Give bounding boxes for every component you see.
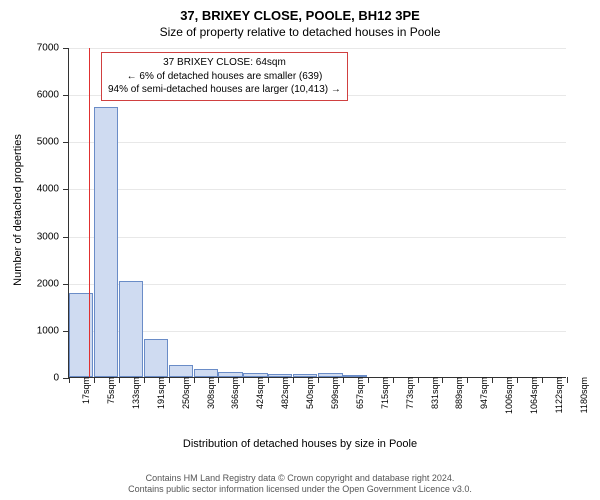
x-tick-label: 17sqm bbox=[73, 377, 91, 404]
histogram-bar bbox=[169, 365, 193, 377]
y-tick-label: 3000 bbox=[37, 231, 69, 242]
x-tick-label: 1006sqm bbox=[496, 377, 514, 414]
marker-line bbox=[89, 48, 90, 377]
annotation-line: 37 BRIXEY CLOSE: 64sqm bbox=[108, 56, 341, 70]
y-tick-label: 2000 bbox=[37, 278, 69, 289]
x-tick-label: 424sqm bbox=[247, 377, 265, 409]
x-tick bbox=[268, 377, 269, 383]
x-tick-label: 773sqm bbox=[397, 377, 415, 409]
y-tick-label: 5000 bbox=[37, 137, 69, 148]
title-sub: Size of property relative to detached ho… bbox=[0, 23, 600, 39]
gridline bbox=[69, 237, 566, 238]
footer-line-1: Contains HM Land Registry data © Crown c… bbox=[0, 473, 600, 485]
x-tick bbox=[393, 377, 394, 383]
x-tick bbox=[492, 377, 493, 383]
histogram-bar bbox=[144, 339, 168, 377]
x-tick bbox=[517, 377, 518, 383]
y-tick-label: 7000 bbox=[37, 43, 69, 54]
y-tick-label: 0 bbox=[53, 373, 69, 384]
gridline bbox=[69, 142, 566, 143]
y-axis-label: Number of detached properties bbox=[12, 134, 24, 286]
x-tick-label: 1064sqm bbox=[521, 377, 539, 414]
x-tick bbox=[243, 377, 244, 383]
gridline bbox=[69, 189, 566, 190]
annotation-box: 37 BRIXEY CLOSE: 64sqm← 6% of detached h… bbox=[101, 52, 348, 101]
annotation-line: 94% of semi-detached houses are larger (… bbox=[108, 83, 341, 97]
title-main: 37, BRIXEY CLOSE, POOLE, BH12 3PE bbox=[0, 0, 600, 23]
x-tick-label: 1122sqm bbox=[546, 377, 564, 413]
gridline bbox=[69, 48, 566, 49]
x-tick-label: 133sqm bbox=[123, 377, 141, 409]
y-tick-label: 6000 bbox=[37, 90, 69, 101]
x-tick bbox=[218, 377, 219, 383]
x-tick bbox=[293, 377, 294, 383]
y-tick-label: 4000 bbox=[37, 184, 69, 195]
gridline bbox=[69, 284, 566, 285]
x-tick-label: 75sqm bbox=[98, 377, 116, 404]
x-tick bbox=[94, 377, 95, 383]
x-tick bbox=[69, 377, 70, 383]
x-tick bbox=[343, 377, 344, 383]
x-tick bbox=[442, 377, 443, 383]
histogram-bar bbox=[119, 281, 143, 377]
x-tick bbox=[194, 377, 195, 383]
x-tick bbox=[169, 377, 170, 383]
x-tick-label: 1180sqm bbox=[571, 377, 589, 413]
x-tick-label: 482sqm bbox=[272, 377, 290, 409]
x-tick-label: 599sqm bbox=[322, 377, 340, 409]
footer: Contains HM Land Registry data © Crown c… bbox=[0, 473, 600, 496]
footer-line-2: Contains public sector information licen… bbox=[0, 484, 600, 496]
gridline bbox=[69, 331, 566, 332]
plot-area: 0100020003000400050006000700017sqm75sqm1… bbox=[68, 48, 566, 378]
x-tick-label: 657sqm bbox=[347, 377, 365, 409]
annotation-line: ← 6% of detached houses are smaller (639… bbox=[108, 70, 341, 84]
y-tick-label: 1000 bbox=[37, 325, 69, 336]
x-tick-label: 947sqm bbox=[471, 377, 489, 409]
x-tick-label: 831sqm bbox=[422, 377, 440, 409]
x-tick bbox=[567, 377, 568, 383]
histogram-bar bbox=[194, 369, 218, 377]
x-tick-label: 191sqm bbox=[148, 377, 166, 409]
histogram-bar bbox=[94, 107, 118, 377]
x-tick-label: 715sqm bbox=[372, 377, 390, 409]
x-tick bbox=[418, 377, 419, 383]
chart-area: 0100020003000400050006000700017sqm75sqm1… bbox=[68, 48, 566, 378]
x-tick-label: 250sqm bbox=[173, 377, 191, 409]
x-tick bbox=[542, 377, 543, 383]
x-tick bbox=[467, 377, 468, 383]
x-axis-label: Distribution of detached houses by size … bbox=[0, 438, 600, 450]
x-tick-label: 540sqm bbox=[297, 377, 315, 409]
x-tick bbox=[318, 377, 319, 383]
x-tick bbox=[119, 377, 120, 383]
x-tick-label: 889sqm bbox=[446, 377, 464, 409]
x-tick-label: 366sqm bbox=[222, 377, 240, 409]
x-tick bbox=[144, 377, 145, 383]
x-tick bbox=[368, 377, 369, 383]
x-tick-label: 308sqm bbox=[198, 377, 216, 409]
